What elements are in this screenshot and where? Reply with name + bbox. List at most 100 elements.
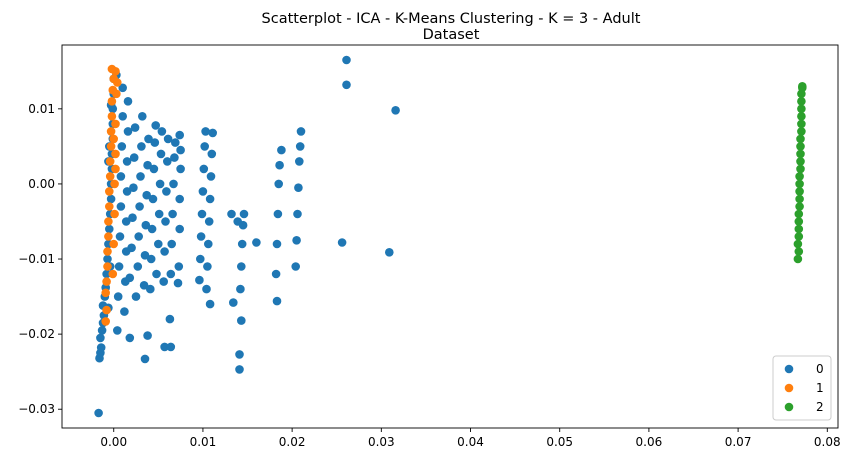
point-series-0-130 <box>237 239 247 249</box>
point-series-0-88 <box>163 134 173 144</box>
point-series-0-4 <box>96 333 105 343</box>
point-series-0-37 <box>118 112 127 121</box>
point-series-0-32 <box>114 262 124 271</box>
point-series-0-81 <box>156 149 166 159</box>
point-series-2-11 <box>795 172 804 181</box>
point-series-1-3 <box>102 277 111 286</box>
point-series-0-143 <box>293 209 302 219</box>
point-series-1-8 <box>105 202 114 211</box>
point-series-1-19 <box>111 67 120 76</box>
legend-label-1: 1 <box>816 381 824 395</box>
point-series-0-95 <box>169 179 178 189</box>
point-series-0-100 <box>175 224 184 234</box>
point-series-0-111 <box>200 142 209 151</box>
y-tick-label: −0.03 <box>18 402 55 416</box>
y-tick-label: −0.01 <box>18 252 55 266</box>
point-series-0-138 <box>274 179 284 189</box>
point-series-0-120 <box>208 128 217 138</box>
point-series-1-21 <box>109 239 118 249</box>
point-series-0-0 <box>94 408 103 418</box>
point-series-2-12 <box>796 164 805 174</box>
point-series-2-10 <box>795 179 804 189</box>
point-series-0-131 <box>238 220 248 230</box>
point-series-0-43 <box>121 217 131 226</box>
point-series-0-51 <box>128 213 137 222</box>
point-series-0-78 <box>154 239 163 249</box>
x-tick-label: 0.04 <box>457 435 484 449</box>
point-series-0-126 <box>235 350 244 359</box>
point-series-0-33 <box>115 232 125 241</box>
point-series-0-82 <box>157 127 167 136</box>
point-series-0-50 <box>127 243 136 253</box>
points-layer <box>94 55 807 418</box>
point-series-0-150 <box>342 80 351 90</box>
x-tick-label: 0.06 <box>636 435 663 449</box>
point-series-0-31 <box>113 292 123 301</box>
point-series-0-60 <box>137 142 146 151</box>
point-series-0-102 <box>176 164 185 174</box>
point-series-0-56 <box>133 262 143 271</box>
point-series-0-103 <box>176 145 185 155</box>
point-series-2-8 <box>795 194 804 204</box>
point-series-1-9 <box>105 187 114 196</box>
point-series-2-17 <box>797 127 806 136</box>
point-series-0-147 <box>296 127 306 136</box>
point-series-1-7 <box>104 217 113 226</box>
point-series-1-22 <box>110 209 119 219</box>
point-series-2-1 <box>794 247 804 256</box>
point-series-0-61 <box>138 112 147 121</box>
point-series-0-89 <box>160 342 169 352</box>
point-series-0-53 <box>129 153 139 162</box>
point-series-1-23 <box>110 179 119 189</box>
point-series-1-24 <box>111 149 120 159</box>
point-series-0-94 <box>168 209 177 219</box>
point-series-1-25 <box>111 119 120 129</box>
x-tick-label: 0.03 <box>368 435 395 449</box>
point-series-2-2 <box>793 239 803 249</box>
point-series-0-75 <box>150 138 160 147</box>
point-series-0-68 <box>140 354 150 364</box>
point-series-1-6 <box>104 232 113 241</box>
point-series-0-49 <box>125 273 135 283</box>
point-series-0-58 <box>135 202 144 211</box>
point-series-0-125 <box>235 365 244 374</box>
point-series-0-112 <box>201 127 210 136</box>
point-series-0-104 <box>175 130 184 140</box>
point-series-0-40 <box>120 307 129 316</box>
legend-marker-0 <box>784 364 794 374</box>
point-series-0-140 <box>277 145 286 155</box>
point-series-0-115 <box>204 239 213 249</box>
series-2 <box>793 82 807 264</box>
point-series-2-4 <box>794 224 804 234</box>
point-series-0-45 <box>122 157 132 166</box>
legend-label-2: 2 <box>816 400 824 414</box>
point-series-2-20 <box>797 104 806 114</box>
point-series-1-5 <box>103 247 112 256</box>
point-series-0-85 <box>161 217 170 226</box>
point-series-0-65 <box>142 190 151 200</box>
point-series-0-107 <box>196 232 206 241</box>
point-series-0-34 <box>116 202 126 211</box>
point-series-1-2 <box>101 288 110 298</box>
point-series-1-13 <box>106 127 116 136</box>
point-series-1-27 <box>113 78 122 87</box>
point-series-0-105 <box>195 275 204 285</box>
point-series-1-28 <box>111 164 120 174</box>
point-series-2-24 <box>798 82 807 91</box>
x-tick-label: 0.07 <box>725 435 752 449</box>
point-series-0-132 <box>239 209 249 219</box>
point-series-0-47 <box>123 97 133 106</box>
point-series-0-142 <box>292 236 301 245</box>
point-series-1-29 <box>109 134 118 144</box>
point-series-0-108 <box>197 209 207 219</box>
point-series-0-127 <box>237 316 246 325</box>
point-series-0-119 <box>207 149 217 159</box>
point-series-0-106 <box>196 254 205 264</box>
point-series-0-96 <box>170 153 179 162</box>
point-series-0-12 <box>103 254 112 264</box>
point-series-0-84 <box>160 247 169 256</box>
point-series-2-5 <box>794 217 804 226</box>
point-series-1-14 <box>107 112 117 121</box>
series-1 <box>101 64 122 326</box>
